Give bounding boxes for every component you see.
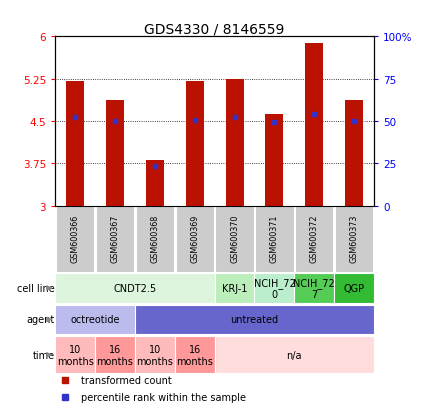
Text: 16
months: 16 months <box>96 344 133 366</box>
Title: GDS4330 / 8146559: GDS4330 / 8146559 <box>144 22 285 36</box>
FancyBboxPatch shape <box>135 305 374 335</box>
FancyBboxPatch shape <box>294 273 334 303</box>
FancyBboxPatch shape <box>56 207 94 272</box>
Text: 10
months: 10 months <box>57 344 94 366</box>
FancyBboxPatch shape <box>55 273 215 303</box>
FancyBboxPatch shape <box>215 273 255 303</box>
Text: octreotide: octreotide <box>71 315 120 325</box>
FancyBboxPatch shape <box>215 337 374 373</box>
Text: GSM600369: GSM600369 <box>190 214 199 262</box>
Text: NCIH_72
7: NCIH_72 7 <box>293 277 335 299</box>
Text: GSM600366: GSM600366 <box>71 214 79 262</box>
FancyBboxPatch shape <box>255 273 294 303</box>
FancyBboxPatch shape <box>215 207 254 272</box>
FancyBboxPatch shape <box>175 337 215 373</box>
FancyBboxPatch shape <box>95 337 135 373</box>
FancyBboxPatch shape <box>55 337 95 373</box>
Bar <box>106 100 124 206</box>
Text: GSM600372: GSM600372 <box>310 214 319 262</box>
Bar <box>146 161 164 206</box>
Text: percentile rank within the sample: percentile rank within the sample <box>81 392 246 403</box>
Bar <box>305 44 323 206</box>
FancyBboxPatch shape <box>295 207 333 272</box>
Text: 16
months: 16 months <box>176 344 213 366</box>
FancyBboxPatch shape <box>334 273 374 303</box>
Text: transformed count: transformed count <box>81 375 172 385</box>
Bar <box>266 115 283 206</box>
Text: 10
months: 10 months <box>136 344 173 366</box>
Text: GSM600373: GSM600373 <box>350 214 359 262</box>
Text: CNDT2.5: CNDT2.5 <box>113 283 156 293</box>
Text: GSM600370: GSM600370 <box>230 214 239 262</box>
FancyBboxPatch shape <box>55 305 135 335</box>
FancyBboxPatch shape <box>335 207 373 272</box>
Text: time: time <box>32 350 54 360</box>
Bar <box>226 80 244 206</box>
Text: cell line: cell line <box>17 283 54 293</box>
Text: GSM600371: GSM600371 <box>270 214 279 262</box>
Bar <box>186 82 204 206</box>
FancyBboxPatch shape <box>96 207 134 272</box>
FancyBboxPatch shape <box>255 207 294 272</box>
Text: KRJ-1: KRJ-1 <box>222 283 247 293</box>
Bar <box>66 82 84 206</box>
FancyBboxPatch shape <box>136 207 174 272</box>
Text: GSM600368: GSM600368 <box>150 214 159 262</box>
Text: GSM600367: GSM600367 <box>110 214 119 262</box>
Text: untreated: untreated <box>230 315 278 325</box>
Text: agent: agent <box>26 315 54 325</box>
Bar <box>345 101 363 206</box>
Text: NCIH_72
0: NCIH_72 0 <box>254 277 295 299</box>
FancyBboxPatch shape <box>176 207 214 272</box>
Text: QGP: QGP <box>343 283 365 293</box>
FancyBboxPatch shape <box>135 337 175 373</box>
Text: n/a: n/a <box>286 350 302 360</box>
